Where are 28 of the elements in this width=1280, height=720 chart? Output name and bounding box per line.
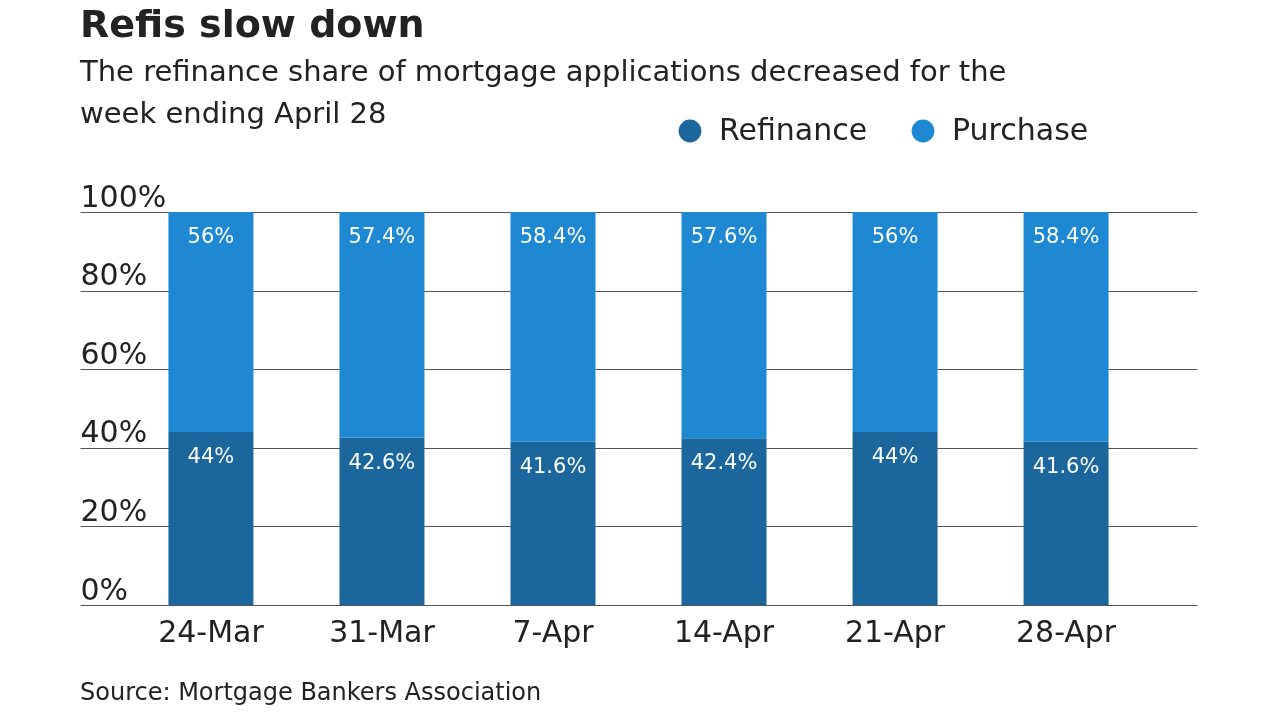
y-tick-label: 20% <box>80 492 148 528</box>
source-note: Source: Mortgage Bankers Association <box>80 678 542 706</box>
y-tick-label: 60% <box>80 335 148 371</box>
x-tick-label: 31-Mar <box>329 613 436 649</box>
y-tick-label: 0% <box>80 571 129 607</box>
chart-title: Refis slow down <box>80 2 425 46</box>
data-label: 42.4% <box>690 450 758 475</box>
data-label: 58.4% <box>519 224 587 248</box>
data-label: 44% <box>871 444 919 469</box>
data-label: 56% <box>187 224 235 248</box>
data-label: 41.6% <box>519 453 587 478</box>
y-tick-label: 100% <box>80 178 167 214</box>
x-tick-label: 14-Apr <box>673 613 775 649</box>
legend-label: Purchase <box>952 112 1089 147</box>
y-tick-label: 40% <box>80 414 148 450</box>
data-label: 41.6% <box>1032 453 1100 478</box>
x-tick-label: 21-Apr <box>844 613 946 649</box>
data-label: 44% <box>187 444 235 469</box>
data-label: 57.6% <box>690 224 758 248</box>
x-tick-label: 24-Mar <box>158 613 265 649</box>
x-tick-label: 28-Apr <box>1015 613 1117 649</box>
x-tick-label: 7-Apr <box>512 613 595 649</box>
data-label: 56% <box>871 224 919 248</box>
y-tick-label: 80% <box>80 257 148 293</box>
data-label: 42.6% <box>348 449 416 474</box>
data-label: 58.4% <box>1032 224 1100 248</box>
legend-label: Refinance <box>719 112 868 147</box>
data-label: 57.4% <box>348 224 416 248</box>
